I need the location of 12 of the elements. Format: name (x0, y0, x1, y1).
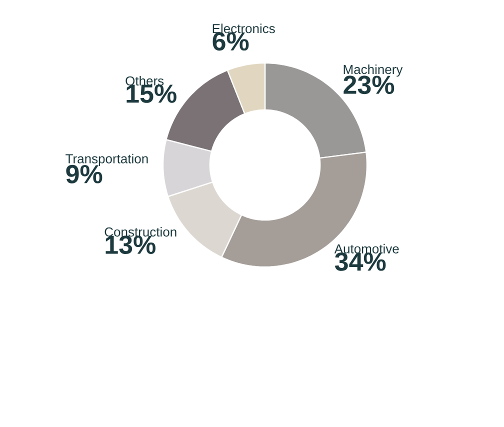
slice-label: Machinery (344, 64, 403, 77)
data-label: 9% (66, 164, 102, 184)
slice-label: Automotive (334, 244, 399, 254)
slice-label: Construction (104, 227, 176, 237)
data-label: 34% (334, 252, 386, 271)
data-label: 6% (212, 32, 249, 51)
slice-label: Transportation (66, 154, 148, 166)
slice-label: Others (126, 76, 164, 86)
slice-label: Electronics (212, 24, 275, 34)
data-label: 23% (344, 76, 394, 94)
data-label: 13% (106, 236, 156, 254)
data-label: 15% (126, 84, 176, 103)
